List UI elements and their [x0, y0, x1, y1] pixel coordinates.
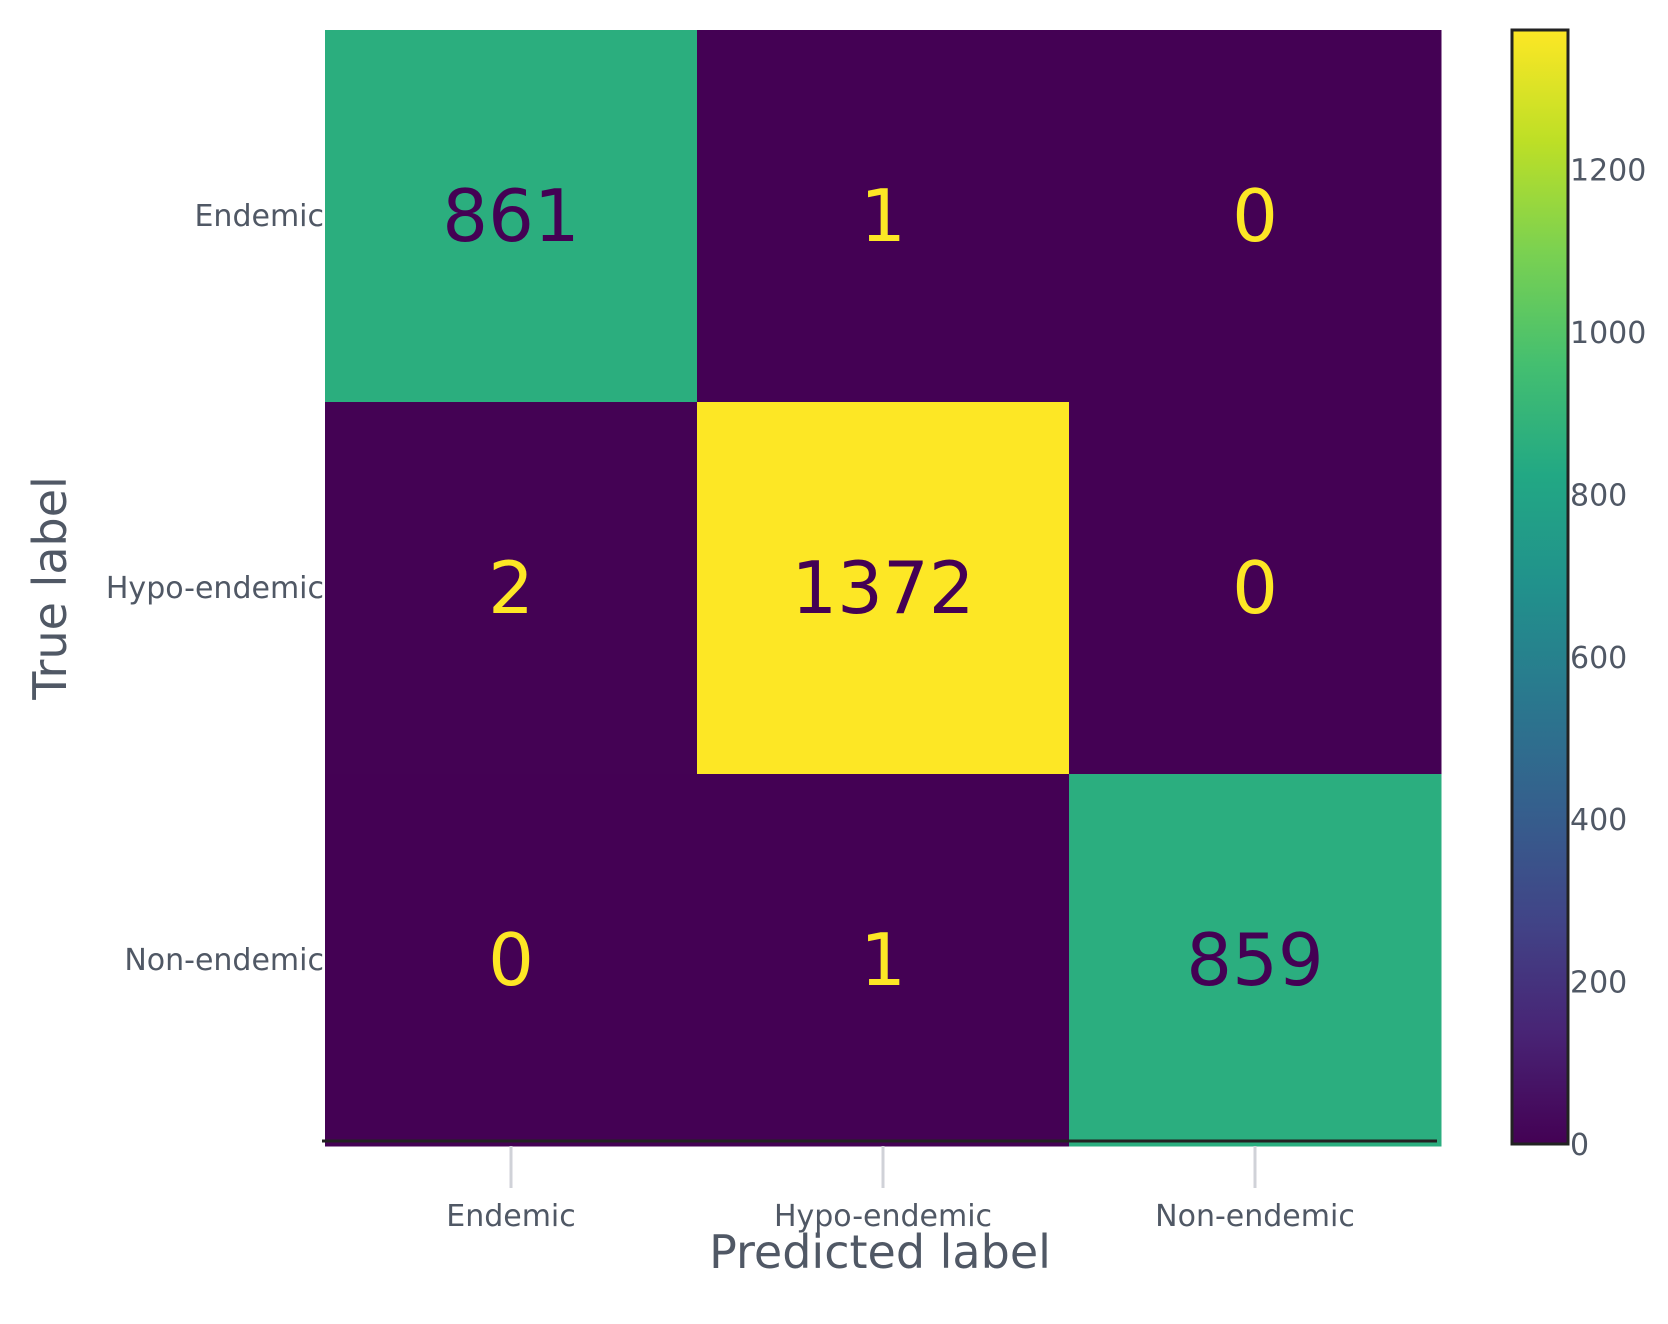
y-tick-label: Endemic [194, 199, 324, 234]
colorbar-tick-label: 800 [1570, 478, 1627, 513]
colorbar [1510, 28, 1570, 1146]
x-tick-label: Endemic [446, 1199, 576, 1234]
heatmap-cell [697, 30, 1070, 403]
x-tick-label: Non-endemic [1155, 1199, 1355, 1234]
heatmap-cell [1069, 774, 1442, 1147]
colorbar-tick-label: 400 [1570, 803, 1627, 838]
heatmap-cell [697, 402, 1070, 775]
colorbar-tick-label: 1000 [1570, 316, 1646, 351]
cell-value-label: 1 [860, 918, 906, 1002]
colorbar-tick-label: 0 [1570, 1128, 1589, 1163]
heatmap-cell [325, 774, 698, 1147]
colorbar-tick-label: 200 [1570, 966, 1627, 1001]
y-tick-label: Non-endemic [124, 943, 324, 978]
cell-value-label: 1372 [791, 546, 974, 630]
cell-value-label: 2 [488, 546, 534, 630]
cell-value-label: 861 [442, 174, 579, 258]
colorbar-tick-label: 600 [1570, 641, 1627, 676]
colorbar-ticks: 0 200 400 600 800 1000 1200 [1570, 154, 1646, 1163]
y-axis-ticks: Endemic Hypo-endemic Non-endemic [106, 199, 324, 978]
cell-value-label: 0 [1232, 174, 1278, 258]
heatmap-cell [1069, 30, 1442, 403]
cell-value-label: 1 [860, 174, 906, 258]
heatmap-cells [325, 30, 1442, 1147]
cell-value-label: 0 [1232, 546, 1278, 630]
heatmap-cell [1069, 402, 1442, 775]
x-axis-title: Predicted label [709, 1225, 1051, 1279]
y-tick-label: Hypo-endemic [106, 571, 324, 606]
heatmap-cell [325, 30, 698, 403]
cell-value-label: 859 [1186, 918, 1323, 1002]
heatmap-cell [697, 774, 1070, 1147]
heatmap-cell-labels: 861 1 0 2 1372 0 0 1 859 [442, 174, 1323, 1002]
colorbar-tick-label: 1200 [1570, 154, 1646, 189]
cell-value-label: 0 [488, 918, 534, 1002]
y-axis-title: True label [23, 476, 77, 701]
x-tick-label: Hypo-endemic [774, 1199, 992, 1234]
x-axis-ticks: Endemic Hypo-endemic Non-endemic [446, 1146, 1355, 1234]
heatmap-cell [325, 402, 698, 775]
